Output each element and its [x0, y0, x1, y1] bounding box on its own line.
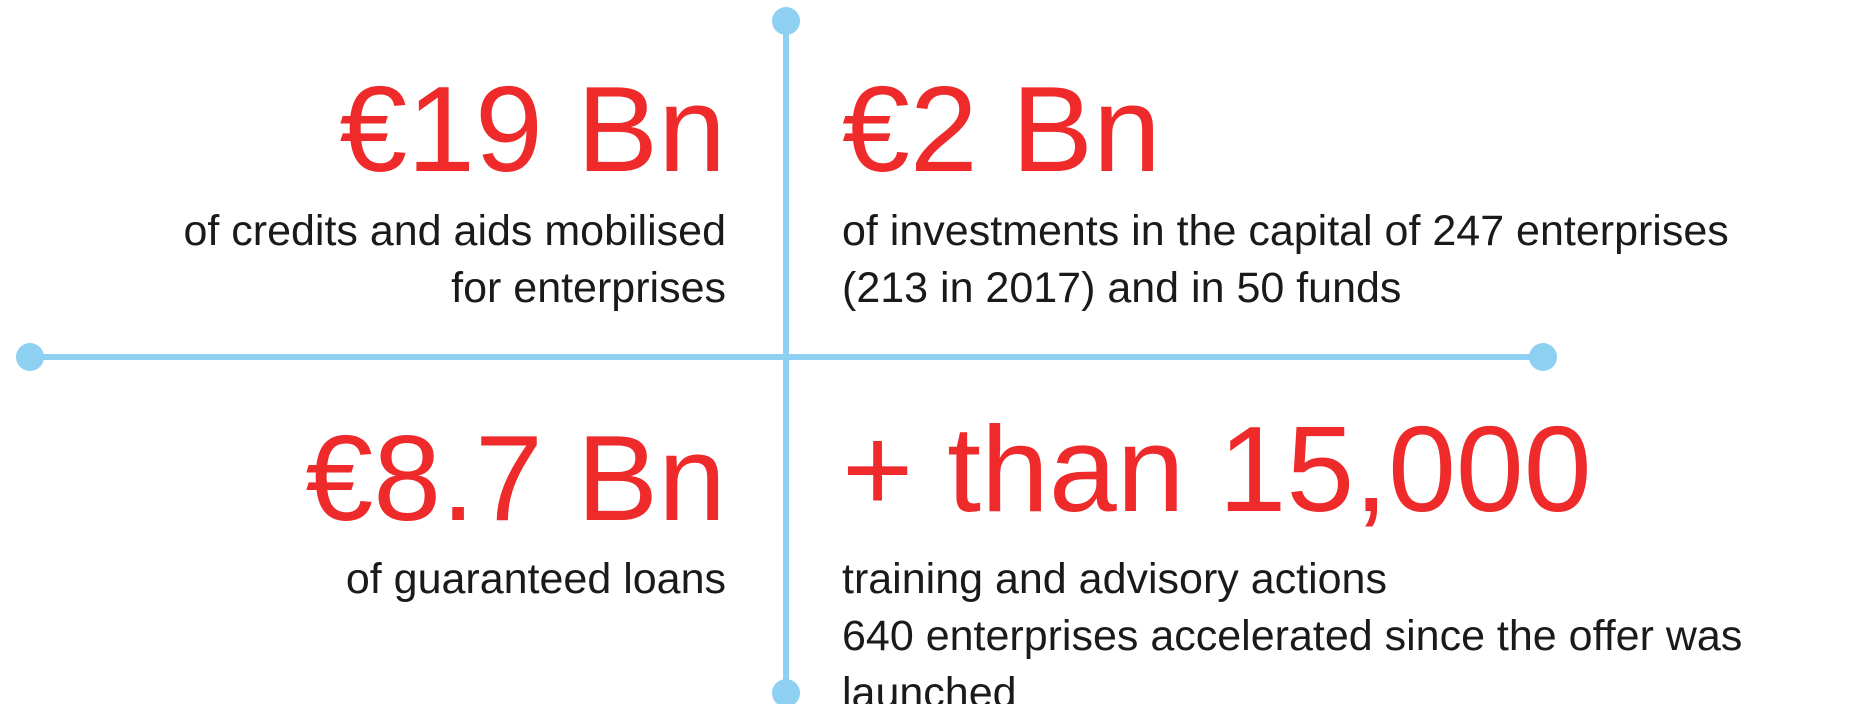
- figure-description: of guaranteed loans: [346, 555, 726, 603]
- divider-end-dot: [772, 679, 800, 704]
- divider-end-dot: [1529, 343, 1557, 371]
- key-figure: + than 15,000: [842, 401, 1592, 537]
- figure-description: of investments in the capital of 247 ent…: [842, 207, 1729, 255]
- figure-description: (213 in 2017) and in 50 funds: [842, 264, 1401, 312]
- key-figure: €19 Bn: [339, 61, 726, 197]
- figure-description: 640 enterprises accelerated since the of…: [842, 612, 1742, 660]
- key-figure: €2 Bn: [842, 61, 1161, 197]
- divider-end-dot: [16, 343, 44, 371]
- key-figure: €8.7 Bn: [305, 410, 726, 546]
- figure-description: training and advisory actions: [842, 555, 1387, 603]
- figure-description: of credits and aids mobilised: [183, 207, 726, 255]
- divider-end-dot: [772, 7, 800, 35]
- figure-description: for enterprises: [451, 264, 726, 312]
- figure-description: launched: [842, 669, 1017, 704]
